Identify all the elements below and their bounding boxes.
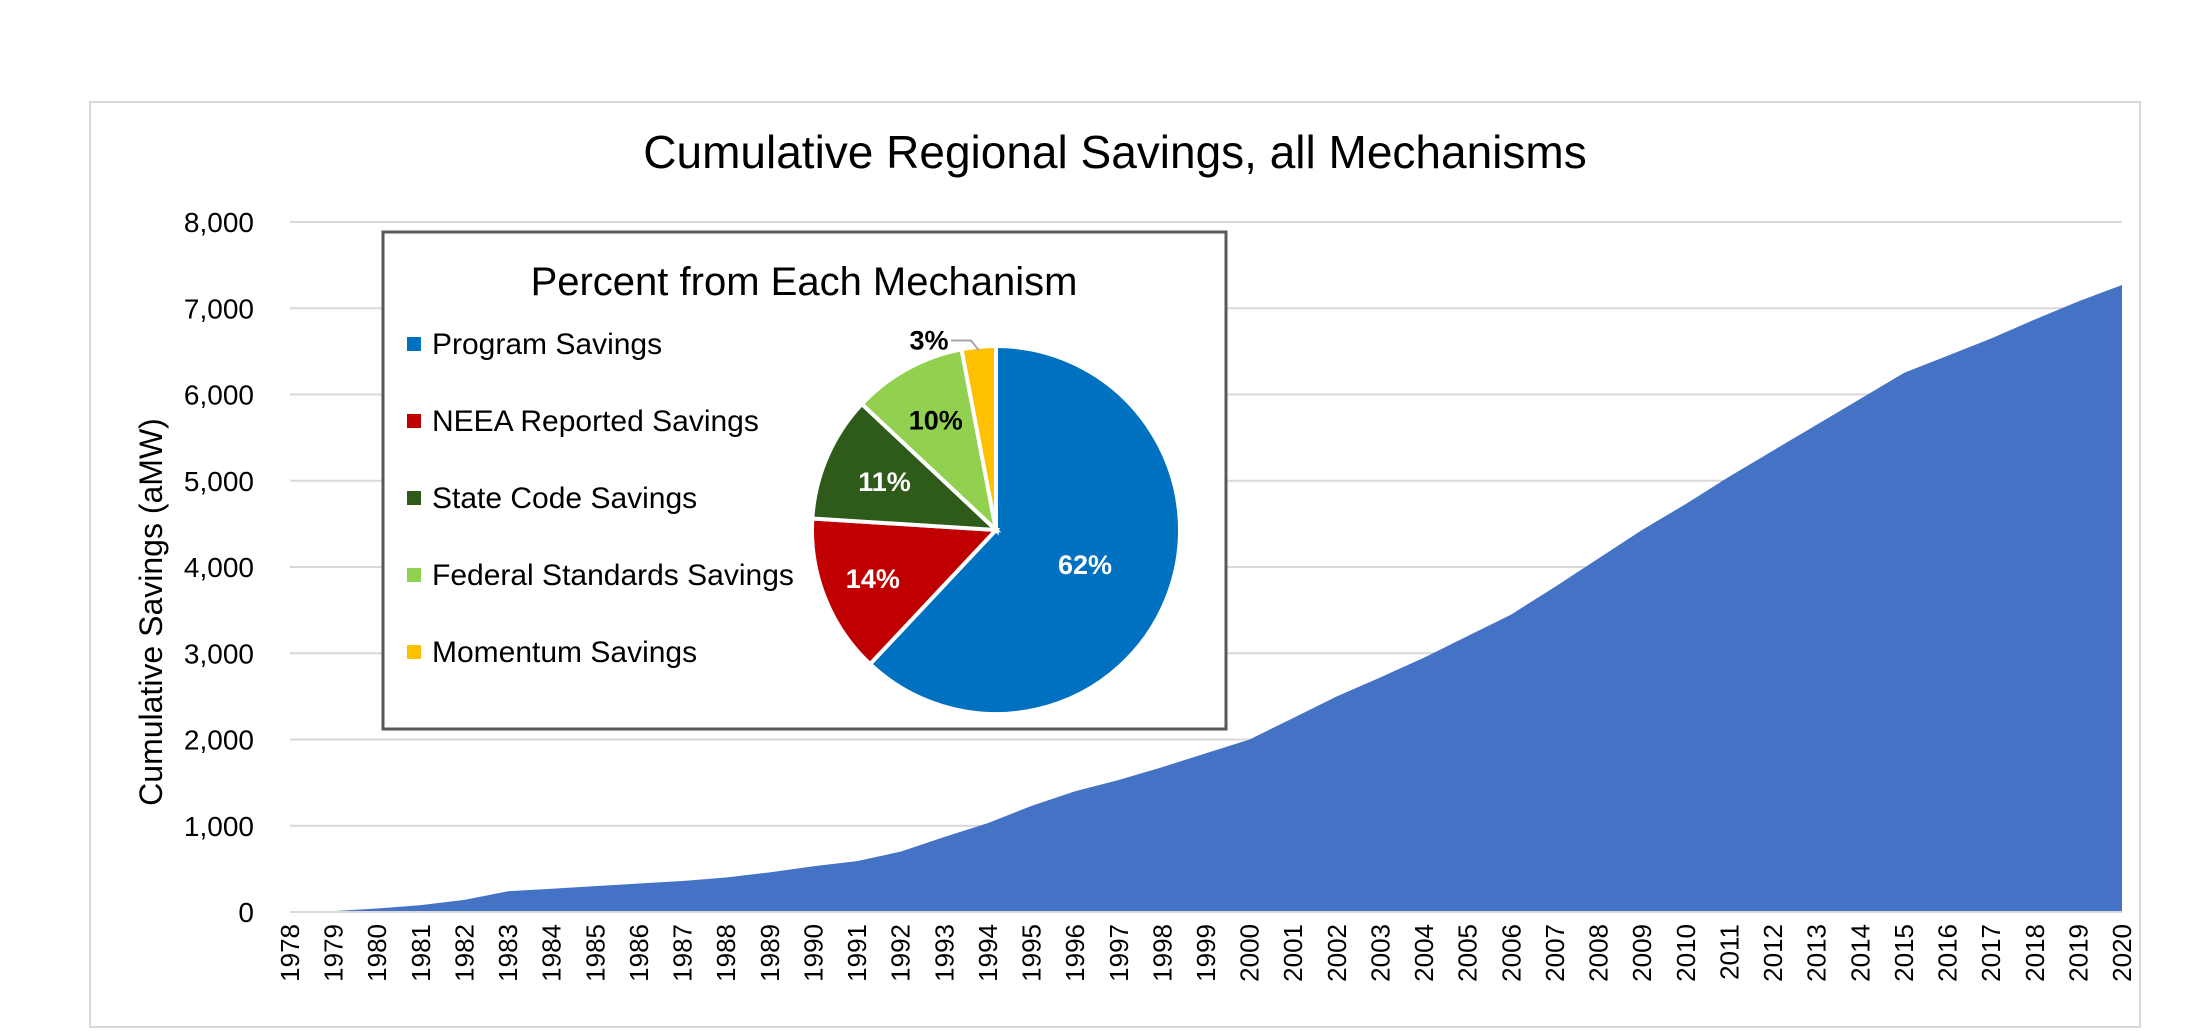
pie-slice — [959, 343, 998, 531]
y-tick-label: 7,000 — [184, 293, 254, 324]
pie-slice — [810, 516, 1001, 667]
x-tick-label: 1981 — [406, 924, 436, 982]
x-tick-label: 1984 — [537, 924, 567, 982]
x-tick-label: 2000 — [1235, 924, 1265, 982]
legend-swatch — [407, 645, 421, 659]
x-tick-label: 1993 — [929, 924, 959, 982]
x-tick-label: 1986 — [624, 924, 654, 982]
pie-slice — [867, 343, 1182, 716]
pie-inset: Percent from Each Mechanism Program Savi… — [381, 230, 1228, 731]
y-tick-label: 2,000 — [184, 725, 254, 756]
x-tick-label: 2020 — [2107, 924, 2137, 982]
x-tick-label: 2014 — [1845, 924, 1875, 982]
pie-slice — [859, 346, 1000, 536]
area-fill — [290, 284, 2122, 912]
chart-title: Cumulative Regional Savings, all Mechani… — [643, 126, 1586, 178]
x-tick-label: 1995 — [1017, 924, 1047, 982]
pie-leader-line — [951, 339, 980, 352]
pie-data-label: 3% — [910, 325, 949, 355]
x-tick-label: 1980 — [362, 924, 392, 982]
x-tick-label: 2004 — [1409, 924, 1439, 982]
y-tick-label: 4,000 — [184, 552, 254, 583]
y-axis: 0 1,000 2,000 3,000 4,000 5,000 6,000 7,000 8,00… — [184, 207, 254, 928]
x-tick-label: 1989 — [755, 924, 785, 982]
x-tick-label: 1979 — [319, 924, 349, 982]
x-tick-label: 2011 — [1714, 924, 1744, 980]
x-tick-label: 2012 — [1758, 924, 1788, 982]
x-tick-label: 1999 — [1191, 924, 1221, 982]
y-tick-label: 8,000 — [184, 207, 254, 238]
x-tick-label: 1982 — [449, 924, 479, 982]
y-tick-label: 5,000 — [184, 466, 254, 497]
pie-data-label: 11% — [858, 467, 911, 497]
legend-swatch — [407, 414, 421, 428]
x-tick-label: 1990 — [798, 924, 828, 982]
pie-data-label: 14% — [846, 564, 900, 594]
legend-swatch — [407, 491, 421, 505]
legend-label: State Code Savings — [432, 482, 697, 515]
x-tick-label: 1997 — [1104, 924, 1134, 982]
pie-data-label: 62% — [1058, 550, 1112, 580]
x-tick-label: 1994 — [973, 924, 1003, 982]
pie-slices — [810, 343, 1182, 716]
x-tick-label: 1992 — [886, 924, 916, 982]
y-tick-label: 6,000 — [184, 380, 254, 411]
x-tick-label: 1988 — [711, 924, 741, 982]
pie-slice — [810, 401, 1002, 533]
x-tick-label: 2016 — [1933, 924, 1963, 982]
x-tick-label: 2015 — [1889, 924, 1919, 982]
x-tick-label: 1998 — [1147, 924, 1177, 982]
legend-label: Federal Standards Savings — [432, 559, 794, 592]
x-tick-label: 2002 — [1322, 924, 1352, 982]
x-tick-label: 2018 — [2020, 924, 2050, 982]
pie-title: Percent from Each Mechanism — [531, 260, 1078, 304]
x-tick-label: 1978 — [275, 924, 305, 982]
y-axis-title: Cumulative Savings (aMW) — [133, 418, 169, 806]
x-tick-label: 2001 — [1278, 924, 1308, 982]
area-series — [290, 284, 2122, 913]
x-tick-label: 2007 — [1540, 924, 1570, 982]
x-tick-label: 2009 — [1627, 924, 1657, 982]
y-tick-label: 1,000 — [184, 811, 254, 842]
x-tick-label: 2017 — [1976, 924, 2006, 982]
x-tick-label: 2008 — [1584, 924, 1614, 982]
legend-label: Momentum Savings — [432, 636, 697, 669]
y-tick-label: 3,000 — [184, 638, 254, 669]
legend-swatch — [407, 568, 421, 582]
y-tick-label: 0 — [238, 897, 254, 928]
x-tick-label: 1996 — [1060, 924, 1090, 982]
x-tick-label: 2019 — [2063, 924, 2093, 982]
x-tick-label: 1987 — [668, 924, 698, 982]
x-tick-label: 2005 — [1453, 924, 1483, 982]
legend-label: NEEA Reported Savings — [432, 405, 759, 438]
x-tick-label: 1983 — [493, 924, 523, 982]
x-tick-label: 2006 — [1496, 924, 1526, 982]
x-tick-label: 1985 — [580, 924, 610, 982]
x-tick-label: 2003 — [1365, 924, 1395, 982]
x-tick-label: 2010 — [1671, 924, 1701, 982]
x-tick-label: 1991 — [842, 924, 872, 982]
pie-labels: 62% 14% 11% 10% 3% — [846, 325, 1112, 593]
x-axis: 1978 1979 1980 1981 1982 1983 1984 1985 1986 1987… — [275, 924, 2137, 982]
legend-swatch — [407, 337, 421, 351]
legend-label: Program Savings — [432, 328, 662, 361]
pie-legend: Program Savings NEEA Reported Savings Stat… — [407, 328, 794, 669]
x-tick-label: 2013 — [1802, 924, 1832, 982]
pie-data-label: 10% — [909, 405, 963, 435]
